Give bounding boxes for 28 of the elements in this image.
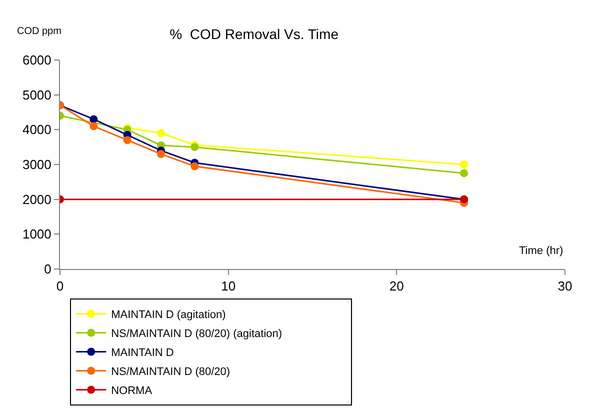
y-axis-title: COD ppm	[17, 26, 62, 37]
point	[90, 115, 98, 124]
legend-label: NORMA	[111, 385, 153, 398]
y-tick-label: 1000	[22, 226, 52, 242]
point	[460, 160, 468, 168]
y-tick-label: 6000	[22, 52, 52, 68]
point	[90, 122, 98, 130]
y-tick-label: 2000	[22, 192, 52, 207]
point	[157, 150, 165, 158]
point	[123, 136, 132, 144]
point	[157, 129, 165, 138]
legend-label: MAINTAIN D (agitation)	[111, 309, 226, 322]
y-tick-label: 5000	[22, 87, 52, 102]
legend-label: MAINTAIN D	[111, 347, 174, 360]
legend-label: NS/MAINTAIN D (80/20) (agitation)	[111, 328, 282, 340]
y-tick-label: 3000	[22, 157, 52, 172]
x-tick-label: 20	[389, 278, 404, 294]
x-tick-label: 30	[558, 278, 572, 294]
chart-title: % COD Removal Vs. Time	[170, 26, 339, 42]
point	[460, 169, 468, 178]
legend-label: NS/MAINTAIN D (80/20)	[111, 366, 230, 378]
y-tick-label: 0	[44, 262, 52, 277]
point	[190, 162, 199, 170]
y-tick-label: 4000	[22, 122, 52, 138]
point	[190, 143, 199, 152]
x-tick-label: 10	[221, 278, 236, 294]
x-axis-title: Time (hr)	[519, 245, 564, 257]
x-tick-label: 0	[56, 278, 64, 294]
